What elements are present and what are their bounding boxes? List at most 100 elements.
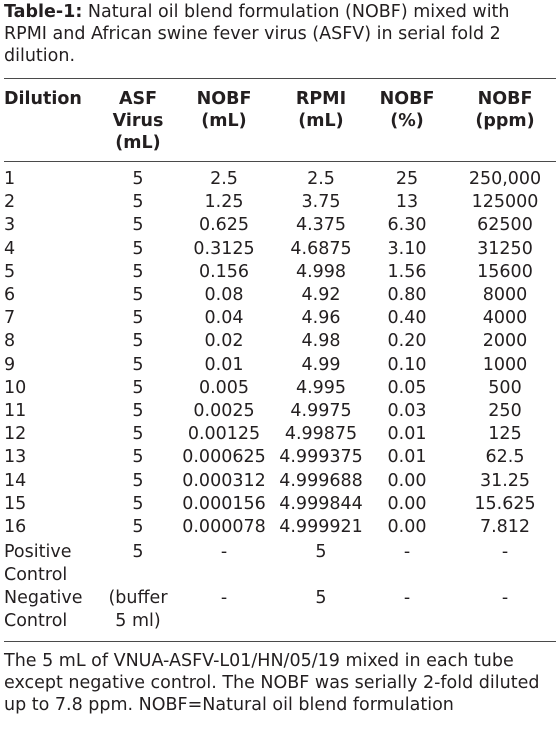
table-cell: 500 [488,377,522,398]
table-cell: 125000 [471,192,539,213]
row-label: 9 [4,354,16,375]
row-label: 6 [4,285,16,305]
table-cell: 0.3125 [193,238,255,259]
row-label: 15 [4,493,27,514]
table-cell: 0.000312 [182,470,266,491]
column-header: Virus [112,111,164,131]
table-cell: 125 [488,424,522,445]
column-header: RPMI [295,89,347,109]
row-label: 2 [4,192,16,213]
table-cell: 5 [132,215,144,236]
table-cell: 5 [132,261,144,282]
bottom-rule [4,641,556,642]
table-cell: 5 [132,238,144,259]
control-cell: 5 [132,542,144,563]
table-cell: 0.0025 [193,401,255,421]
table-cell: 250 [488,401,522,421]
table-cell: 13 [395,192,419,213]
control-cell: (buffer [108,588,168,609]
control-cell: 5 [315,588,327,609]
table-cell: 0.156 [198,261,250,282]
caption-label: Table-1: [4,2,83,22]
column-header: (mL) [201,111,247,131]
control-label: Negative [4,588,83,609]
table-cell: 4.999375 [279,447,363,468]
table-cell: 4.9975 [290,401,352,421]
table-cell: 2.5 [307,169,335,189]
table-cell: 0.20 [387,331,427,352]
table-cell: 15600 [477,261,533,282]
table-cell: 0.000625 [182,447,266,468]
table-cell: 5 [132,424,144,445]
table-cell: 4.6875 [290,238,352,259]
table-cell: 4.998 [295,261,347,282]
table-cell: 0.40 [387,308,427,329]
control-cell: 5 ml) [115,611,161,632]
table-cell: 1000 [482,354,528,375]
control-cell: - [220,542,228,563]
control-cell: - [501,588,509,609]
table-cell: 3.75 [301,192,341,213]
table-cell: 0.000156 [182,493,266,514]
control-cell: - [501,542,509,563]
row-label: 1 [4,169,16,189]
table-cell: 4.995 [295,377,347,398]
table-cell: 5 [132,169,144,189]
table-cell: 5 [132,517,144,537]
control-label: Control [4,611,68,632]
table-cell: 4.999844 [279,493,363,514]
table-cell: 5 [132,331,144,352]
row-label: 16 [4,517,27,537]
table-cell: 62500 [477,215,533,236]
table-cell: 5 [132,377,144,398]
table-cell: 0.80 [387,285,427,305]
control-cell: - [220,588,228,609]
table-cell: 4.999921 [279,517,363,537]
table-cell: 5 [132,192,144,213]
table-cell: 0.000078 [182,517,266,537]
table-cell: 4.999688 [279,470,363,491]
column-header: (%) [390,111,424,131]
table-cell: 4.99875 [284,424,358,445]
column-header: (ppm) [475,111,535,131]
table-cell: 4.98 [301,331,341,352]
table-cell: 7.812 [479,517,531,537]
column-header: Dilution [4,89,82,109]
column-header: NOBF [196,89,252,109]
row-label: 5 [4,261,16,282]
table-cell: 8000 [482,285,528,305]
row-label: 13 [4,447,27,468]
control-label: Positive [4,542,72,563]
row-label: 4 [4,238,16,259]
row-label: 11 [4,401,27,421]
table-cell: 2.5 [210,169,238,189]
table-cell: 0.03 [387,401,427,421]
table-cell: 25 [395,169,419,189]
table-cell: 5 [132,354,144,375]
table-cell: 4.99 [301,354,341,375]
column-header: (mL) [115,133,161,153]
table-cell: 4.92 [301,285,341,305]
row-label: 8 [4,331,16,352]
table-cell: 31.25 [479,470,531,491]
table-cell: 6.30 [387,215,427,236]
row-label: 12 [4,424,27,445]
caption-text: Natural oil blend formulation (NOBF) mix… [4,2,510,66]
row-label: 14 [4,470,27,491]
row-label: 7 [4,308,16,329]
table-cell: 5 [132,470,144,491]
column-header: NOBF [477,89,533,109]
column-header: ASF [118,89,158,109]
table-cell: 0.10 [387,354,427,375]
control-label: Control [4,565,68,586]
row-label: 10 [4,377,27,398]
table-cell: 5 [132,308,144,329]
table-cell: 15.625 [474,493,536,514]
table-cell: 0.05 [387,377,427,398]
table-cell: 0.625 [198,215,250,236]
column-header: NOBF [379,89,435,109]
table-cell: 0.04 [204,308,244,329]
table-cell: 0.01 [387,424,427,445]
control-cell: - [403,588,411,609]
